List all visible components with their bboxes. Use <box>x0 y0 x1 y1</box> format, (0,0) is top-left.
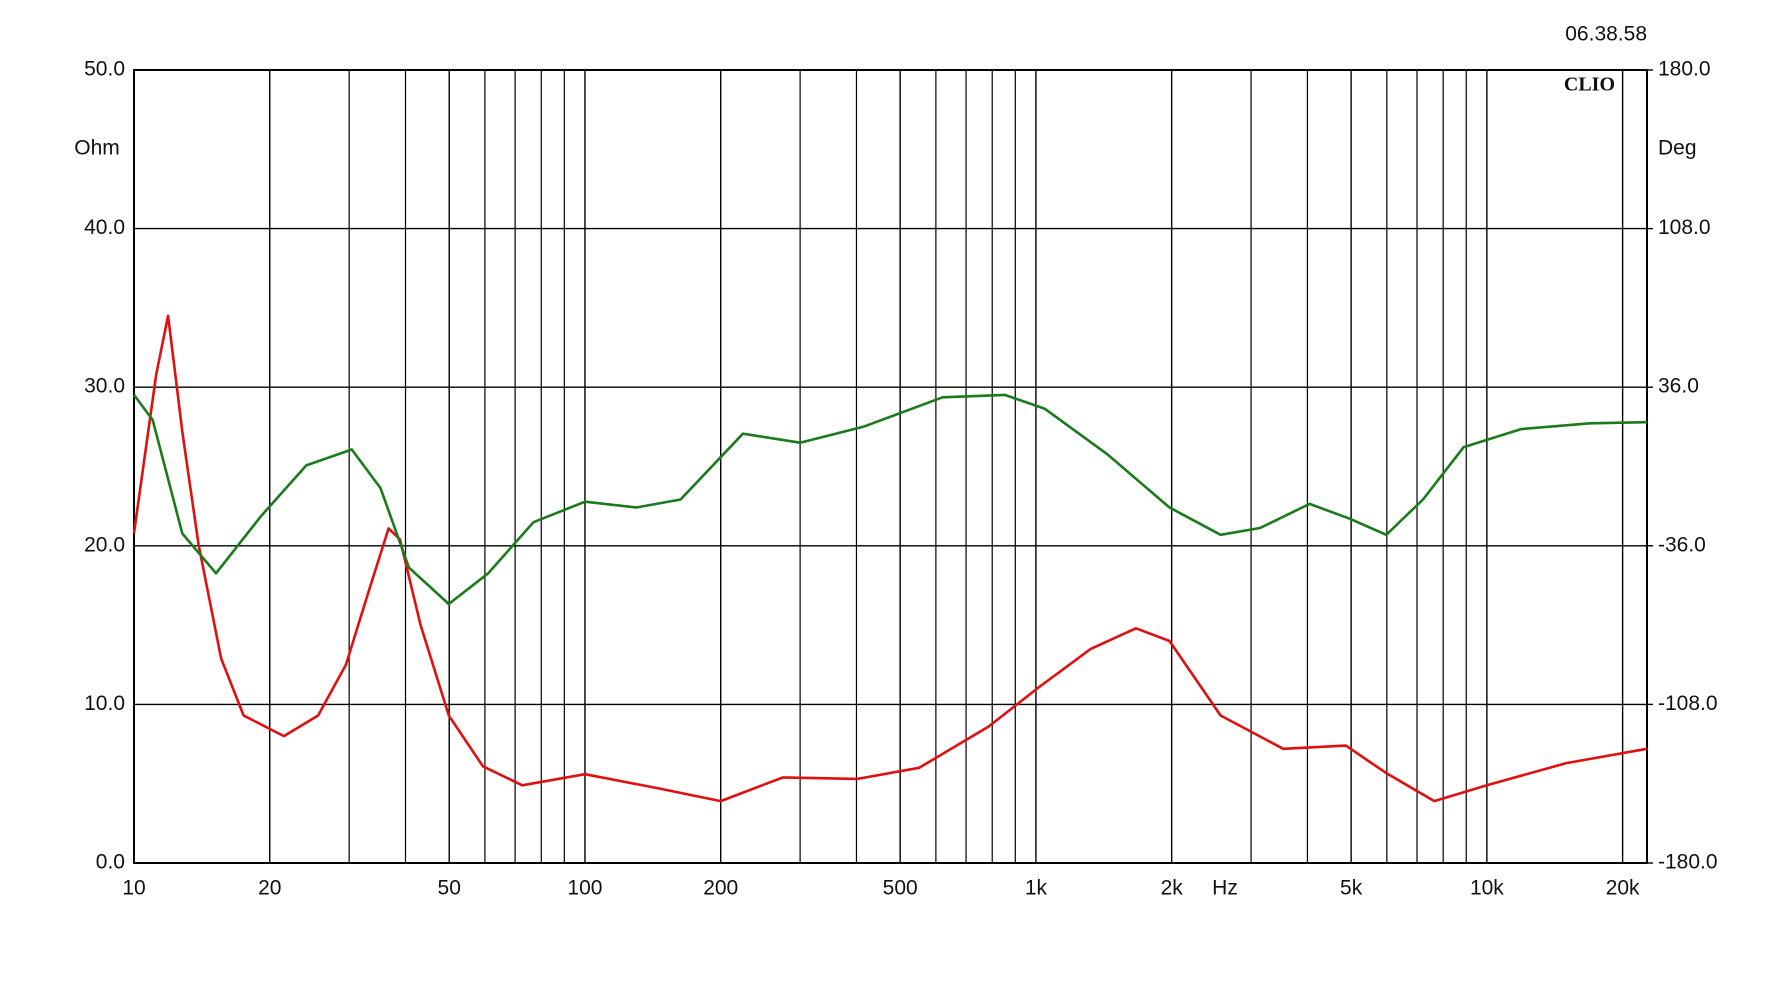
y-tick-label: 10.0 <box>84 692 125 715</box>
y-tick-label: 40.0 <box>84 216 125 239</box>
x-tick-label: 5k <box>1340 877 1363 900</box>
y-axis-label: Ohm <box>74 137 120 160</box>
x-axis-label: Hz <box>1212 877 1238 900</box>
brand-label: CLIO <box>1564 74 1615 96</box>
y2-tick-label: -108.0 <box>1658 692 1718 715</box>
series-line <box>132 314 1648 803</box>
y2-tick-label: -36.0 <box>1658 533 1706 556</box>
x-tick-label: 20 <box>258 877 281 900</box>
series-line <box>132 393 1648 606</box>
x-tick-label: 50 <box>438 877 461 900</box>
y2-tick-label: 36.0 <box>1658 375 1699 398</box>
x-tick-label: 500 <box>883 877 918 900</box>
x-tick-label: 10k <box>1470 877 1504 900</box>
x-tick-label: 2k <box>1161 877 1184 900</box>
x-tick-label: 1k <box>1025 877 1048 900</box>
y-tick-label: 50.0 <box>84 58 125 81</box>
y-tick-label: 20.0 <box>84 533 125 556</box>
y-tick-label: 0.0 <box>96 851 125 874</box>
y2-axis-label: Deg <box>1658 137 1697 160</box>
y2-tick-label: 108.0 <box>1658 216 1711 239</box>
x-tick-label: 200 <box>703 877 738 900</box>
y2-tick-label: -180.0 <box>1658 851 1718 874</box>
x-tick-label: 10 <box>122 877 145 900</box>
x-tick-label: 20k <box>1606 877 1640 900</box>
plot-frame <box>133 69 1648 864</box>
timestamp: 06.38.58 <box>1565 23 1647 46</box>
x-tick-label: 100 <box>567 877 602 900</box>
y2-tick-label: 180.0 <box>1658 58 1711 81</box>
y-tick-label: 30.0 <box>84 375 125 398</box>
